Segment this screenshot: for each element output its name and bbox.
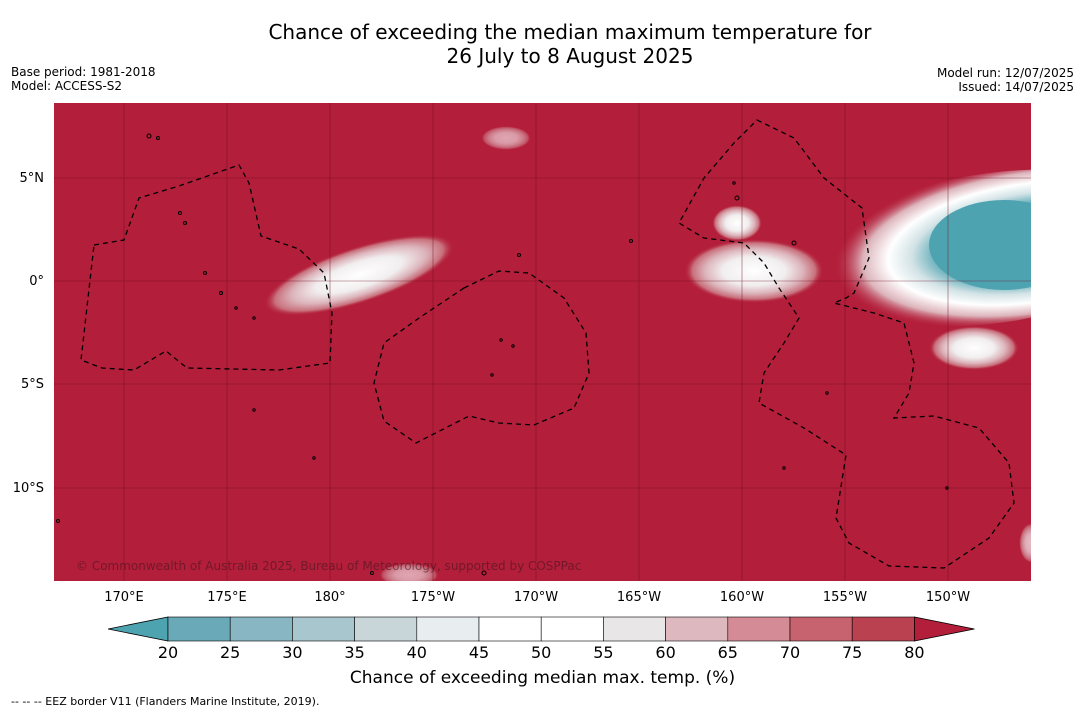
- model-name: Model: ACCESS-S2: [11, 79, 123, 93]
- colorbar-title: Chance of exceeding median max. temp. (%…: [349, 668, 736, 688]
- colorbar-tick-label: 75: [842, 643, 863, 662]
- colorbar-tick-label: 25: [220, 643, 241, 662]
- colorbar-segment: [354, 616, 418, 642]
- lon-label-165w: 165°W: [616, 590, 662, 605]
- lat-label-10s: 10°S: [12, 481, 44, 496]
- anomaly-blob-west: [263, 234, 455, 316]
- colorbar-segment: [478, 616, 542, 642]
- base-period: Base period: 1981-2018: [11, 65, 156, 79]
- copyright-notice: © Commonwealth of Australia 2025, Bureau…: [76, 559, 582, 573]
- lon-label-155w: 155°W: [822, 590, 868, 605]
- graticule: [54, 103, 1031, 581]
- lon-label-175e: 175°E: [207, 590, 247, 605]
- meta-right: Model run: 12/07/2025 Issued: 14/07/2025: [937, 66, 1074, 94]
- eez-borders: [80, 119, 1015, 569]
- islands: [56, 133, 949, 576]
- colorbar-tick-label: 70: [779, 643, 801, 662]
- colorbar-segment: [229, 616, 293, 642]
- lon-label-180: 180°: [314, 590, 346, 605]
- colorbar-tick-label: 50: [531, 643, 552, 662]
- map-title-line2: 26 July to 8 August 2025: [446, 44, 694, 68]
- map-title: Chance of exceeding the median maximum t…: [0, 20, 1085, 68]
- colorbar-tick-label: 60: [655, 643, 676, 662]
- colorbar-tick-label: 80: [904, 643, 925, 662]
- colorbar-segment: [416, 616, 480, 642]
- anomaly-blob-east-small: [929, 326, 1019, 370]
- issued-date: Issued: 14/07/2025: [958, 80, 1074, 94]
- colorbar-extend-high: [914, 616, 975, 642]
- colorbar: [107, 616, 978, 642]
- colorbar-segment: [292, 616, 355, 642]
- map-svg: [54, 103, 1031, 581]
- lon-label-170w: 170°W: [513, 590, 559, 605]
- colorbar-segment: [789, 616, 853, 642]
- colorbar-tick-label: 65: [717, 643, 738, 662]
- map-title-line1: Chance of exceeding the median maximum t…: [268, 20, 872, 44]
- lat-label-5s: 5°S: [20, 377, 44, 392]
- lon-label-170e: 170°E: [104, 590, 144, 605]
- colorbar-segment: [851, 616, 915, 642]
- forecast-map: [54, 103, 1031, 581]
- meta-left: Base period: 1981-2018 Model: ACCESS-S2: [11, 65, 156, 93]
- eez-border-phoenix: [373, 270, 590, 444]
- model-run: Model run: 12/07/2025: [936, 66, 1074, 80]
- colorbar-tick-label: 45: [468, 643, 490, 662]
- anomaly-blob-central-small: [712, 205, 762, 241]
- anomaly-blob-central: [684, 239, 824, 303]
- lon-label-175w: 175°W: [410, 590, 456, 605]
- lat-label-0: 0°: [29, 274, 44, 289]
- anomaly-blob-east-edge: [1019, 523, 1031, 563]
- colorbar-tick-label: 20: [157, 643, 179, 662]
- colorbar-segment: [603, 616, 666, 642]
- colorbar-segment: [665, 616, 729, 642]
- colorbar-tick-label: 40: [406, 643, 427, 662]
- colorbar-segment: [540, 616, 604, 642]
- colorbar-extend-low: [107, 616, 169, 642]
- colorbar-tick-label: 35: [344, 643, 365, 662]
- colorbar-svg: [107, 616, 975, 642]
- eez-border-line-islands: [678, 119, 1015, 569]
- colorbar-tick-label: 55: [593, 643, 614, 662]
- cool-anomaly-east-core: [929, 200, 1031, 290]
- lon-label-160w: 160°W: [719, 590, 765, 605]
- eez-border-tuvalu: [80, 164, 333, 371]
- anomaly-blob-bottom: [379, 563, 439, 581]
- colorbar-segment: [167, 616, 231, 642]
- lat-label-5n: 5°N: [19, 171, 45, 186]
- footer-legend: -- -- -- EEZ border V11 (Flanders Marine…: [11, 695, 320, 708]
- lon-label-150w: 150°W: [925, 590, 971, 605]
- colorbar-segment: [727, 616, 791, 642]
- map-background: [54, 103, 1031, 581]
- anomaly-blob-north: [481, 126, 531, 150]
- colorbar-tick-label: 30: [282, 643, 303, 662]
